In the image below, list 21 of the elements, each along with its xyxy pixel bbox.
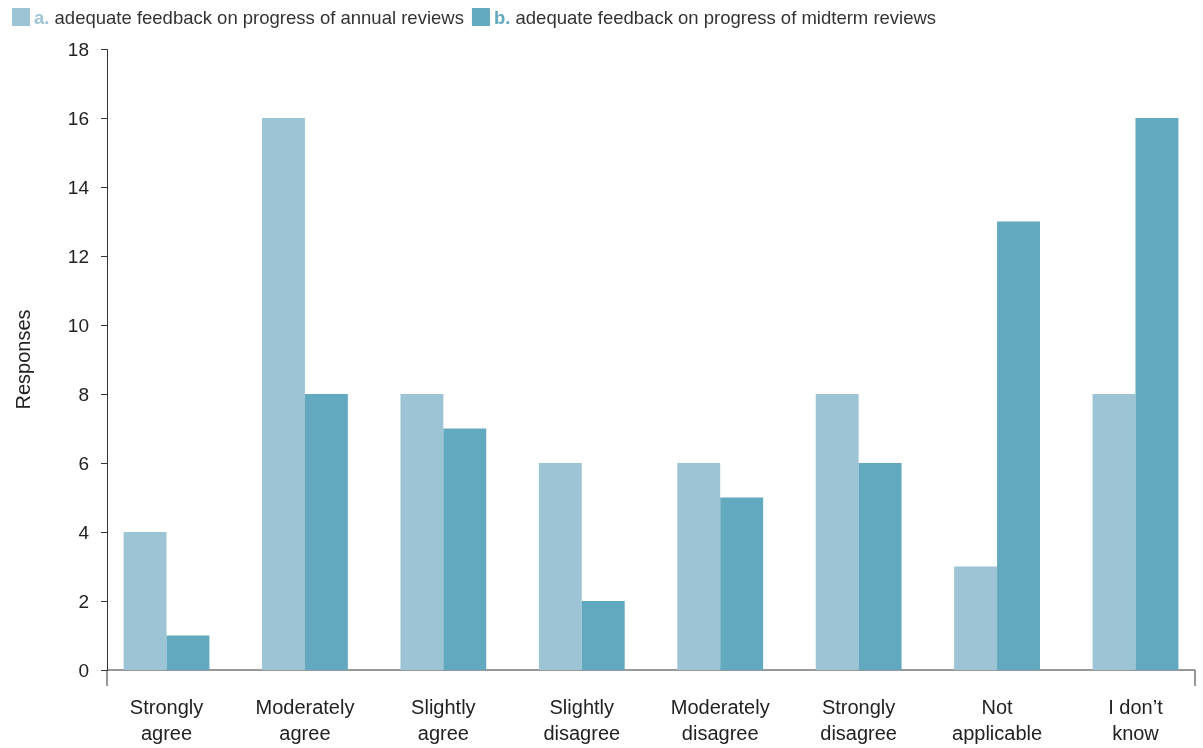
x-tick-label: Slightly agree xyxy=(411,696,476,744)
y-tick-label: 16 xyxy=(67,107,89,129)
x-tick-label: I don’t know xyxy=(1108,696,1164,744)
y-tick-label: 4 xyxy=(78,521,90,543)
y-tick-label: 0 xyxy=(78,659,89,681)
y-tick-label: 12 xyxy=(67,245,89,267)
legend-label: b. adequate feedback on progress of midterm reviews xyxy=(493,7,937,28)
x-tick-label: Strongly disagree xyxy=(820,696,897,744)
y-tick-label: 18 xyxy=(67,38,89,60)
x-tick-label: Moderately disagree xyxy=(670,696,770,744)
y-tick-label: 2 xyxy=(78,590,89,612)
x-tick-label: Not applicable xyxy=(952,696,1043,744)
y-tick-label: 14 xyxy=(67,176,90,198)
x-tick-label: Moderately agree xyxy=(255,696,355,744)
y-tick-label: 6 xyxy=(78,452,89,474)
y-tick-label: 10 xyxy=(67,314,89,336)
legend-label: a. adequate feedback on progress of annual reviews xyxy=(34,7,464,28)
y-axis-title: Responses xyxy=(12,309,34,410)
x-tick-label: Slightly disagree xyxy=(543,696,621,744)
y-tick-label: 8 xyxy=(78,383,89,405)
x-tick-label: Strongly agree xyxy=(129,696,204,744)
